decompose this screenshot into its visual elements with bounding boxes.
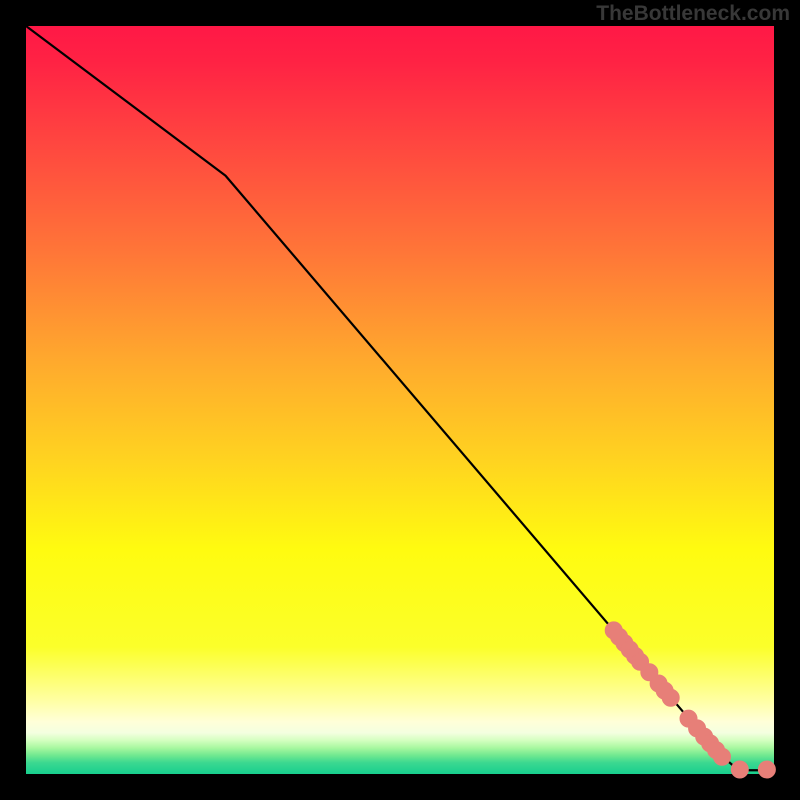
data-point bbox=[758, 761, 775, 778]
data-point bbox=[662, 689, 679, 706]
data-point bbox=[731, 761, 748, 778]
data-point bbox=[713, 748, 730, 765]
attribution-text: TheBottleneck.com bbox=[596, 2, 790, 26]
chart-container: TheBottleneck.com bbox=[0, 0, 800, 800]
gradient-background bbox=[26, 26, 774, 774]
bottleneck-chart bbox=[0, 0, 800, 800]
